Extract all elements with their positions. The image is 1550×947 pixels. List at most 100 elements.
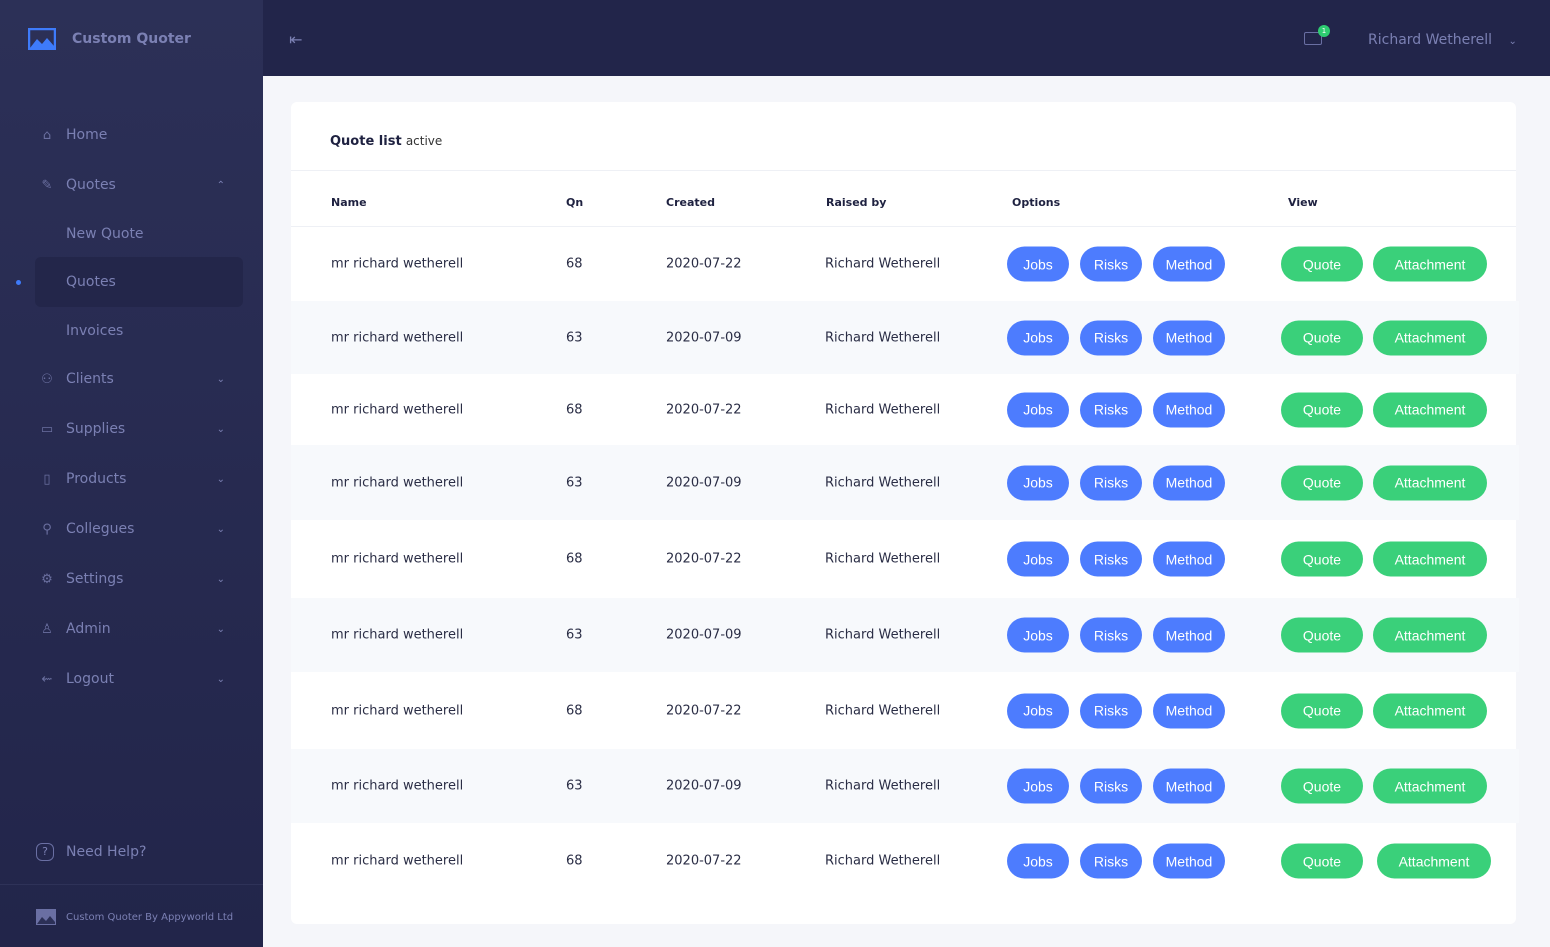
jobs-button[interactable]: Jobs [1007,320,1069,355]
attachment-button[interactable]: Attachment [1373,465,1487,500]
sidebar-nav: ⌂ Home ✎ Quotes ⌃ New Quote Quotes Invoices ⚇ Cli… [0,110,263,704]
attachment-button[interactable]: Attachment [1373,392,1487,427]
table-row: mr richard wetherell 63 2020-07-09 Richard … [291,445,1519,520]
sidebar-subitem-quotes[interactable]: Quotes [16,257,243,307]
sidebar-subitem-new-quote[interactable]: New Quote [0,210,263,257]
sidebar-item-admin[interactable]: ♙ Admin ⌄ [0,604,263,654]
cell: mr richard wetherell [331,703,464,718]
method-button[interactable]: Method [1153,843,1225,879]
jobs-button[interactable]: Jobs [1007,465,1069,500]
cell: 63 [566,330,583,345]
cell: 68 [566,703,583,718]
risks-button[interactable]: Risks [1080,541,1142,577]
need-help-link[interactable]: ? Need Help? [36,843,146,861]
attachment-button[interactable]: Attachment [1373,693,1487,728]
attachment-button[interactable]: Attachment [1373,246,1487,282]
mail-icon[interactable] [1304,32,1322,45]
sidebar-item-settings[interactable]: ⚙ Settings ⌄ [0,554,263,604]
sidebar-item-label: Quotes [66,177,116,193]
card-title: Quote list active [330,134,442,149]
sidebar-item-home[interactable]: ⌂ Home [0,110,263,160]
column-header: Raised by [826,196,887,209]
cell: mr richard wetherell [331,778,464,794]
quote-button[interactable]: Quote [1281,541,1363,577]
table-row: mr richard wetherell 68 2020-07-22 Richard … [291,823,1519,899]
cell: Richard Wetherell [825,853,941,869]
quote-button[interactable]: Quote [1281,465,1363,500]
jobs-button[interactable]: Jobs [1007,693,1069,728]
method-button[interactable]: Method [1153,320,1225,355]
user-name: Richard Wetherell [1368,32,1493,48]
sidebar-item-products[interactable]: ▯ Products ⌄ [0,454,263,504]
method-button[interactable]: Method [1153,693,1225,728]
risks-button[interactable]: Risks [1080,320,1142,355]
column-header: View [1288,196,1318,209]
sidebar-subitem-invoices[interactable]: Invoices [0,307,263,354]
jobs-button[interactable]: Jobs [1007,246,1069,282]
method-button[interactable]: Method [1153,465,1225,500]
sidebar-item-logout[interactable]: ⇜ Logout ⌄ [0,654,263,704]
cell: 63 [566,627,583,643]
table-row: mr richard wetherell 63 2020-07-09 Richard … [291,301,1519,374]
method-button[interactable]: Method [1153,768,1225,804]
chevron-icon: ⌄ [216,473,225,485]
cell: mr richard wetherell [331,402,464,417]
sidebar-item-supplies[interactable]: ▭ Supplies ⌄ [0,404,263,454]
method-button[interactable]: Method [1153,246,1225,282]
jobs-button[interactable]: Jobs [1007,843,1069,879]
cell: mr richard wetherell [331,475,464,490]
topbar: ⇤ 1 Richard Wetherell ⌄ [263,0,1550,76]
sidebar-item-collegues[interactable]: ⚲ Collegues ⌄ [0,504,263,554]
jobs-button[interactable]: Jobs [1007,617,1069,653]
attachment-button[interactable]: Attachment [1373,768,1487,804]
method-button[interactable]: Method [1153,541,1225,577]
column-header: Options [1012,196,1061,209]
risks-button[interactable]: Risks [1080,246,1142,282]
quote-button[interactable]: Quote [1281,246,1363,282]
sidebar-item-clients[interactable]: ⚇ Clients ⌄ [0,354,263,404]
quote-button[interactable]: Quote [1281,320,1363,355]
sidebar-subitem-label: New Quote [66,225,144,242]
risks-button[interactable]: Risks [1080,693,1142,728]
quote-button[interactable]: Quote [1281,693,1363,728]
attachment-button[interactable]: Attachment [1377,843,1491,879]
quote-button[interactable]: Quote [1281,392,1363,427]
quote-button[interactable]: Quote [1281,843,1363,879]
logo-icon [28,28,56,50]
risks-button[interactable]: Risks [1080,843,1142,879]
jobs-button[interactable]: Jobs [1007,768,1069,804]
cell: 2020-07-09 [666,627,742,643]
risks-button[interactable]: Risks [1080,392,1142,427]
cell: Richard Wetherell [825,330,941,345]
attachment-button[interactable]: Attachment [1373,541,1487,577]
cell: mr richard wetherell [331,330,464,345]
sidebar-item-label: Supplies [66,421,126,437]
method-button[interactable]: Method [1153,392,1225,427]
quote-button[interactable]: Quote [1281,617,1363,653]
cell: 63 [566,778,583,794]
risks-button[interactable]: Risks [1080,465,1142,500]
cell: Richard Wetherell [825,703,941,718]
sidebar-subitem-label: Invoices [66,322,124,339]
sidebar-item-quotes[interactable]: ✎ Quotes ⌃ [0,160,263,210]
footer-text: Custom Quoter By Appyworld Ltd [66,911,234,923]
title: Quote list [330,134,402,149]
risks-button[interactable]: Risks [1080,617,1142,653]
box-icon: ▭ [40,421,54,437]
collapse-sidebar-icon[interactable]: ⇤ [289,30,303,49]
quote-button[interactable]: Quote [1281,768,1363,804]
attachment-button[interactable]: Attachment [1373,617,1487,653]
table-row: mr richard wetherell 68 2020-07-22 Richard … [291,374,1519,445]
jobs-button[interactable]: Jobs [1007,392,1069,427]
logo[interactable]: Custom Quoter [28,28,191,50]
user-menu[interactable]: Richard Wetherell ⌄ [1368,32,1517,48]
quote-list-card: Quote list active Name Qn Created Raised by… [291,102,1519,924]
attachment-button[interactable]: Attachment [1373,320,1487,355]
cell: mr richard wetherell [331,551,464,567]
need-help-label: Need Help? [66,844,147,860]
risks-button[interactable]: Risks [1080,768,1142,804]
cell: 2020-07-22 [666,853,742,869]
gear-icon: ⚙ [41,571,53,587]
jobs-button[interactable]: Jobs [1007,541,1069,577]
method-button[interactable]: Method [1153,617,1225,653]
